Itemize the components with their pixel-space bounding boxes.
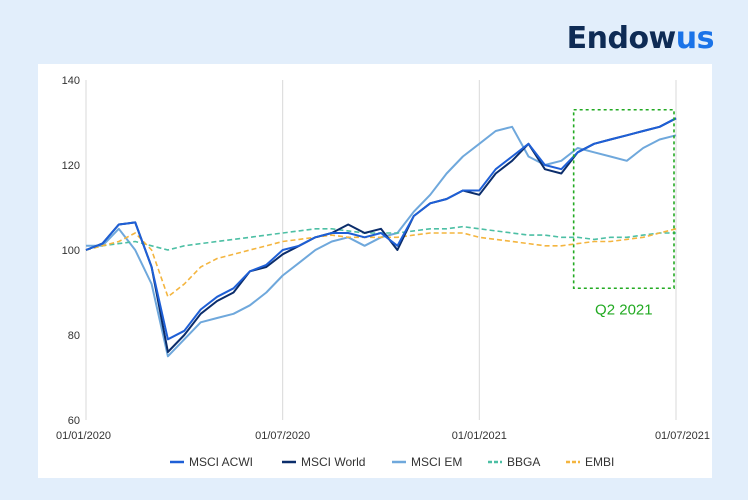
series-line-msci-world bbox=[85, 117, 677, 353]
brand-logo: Endowus bbox=[566, 21, 715, 56]
chart-card: 60 80 100 120 140 01/01/2020 01/07/2020 01/01/… bbox=[38, 64, 712, 478]
y-tick-label: 120 bbox=[62, 160, 80, 172]
legend-label: MSCI ACWI bbox=[189, 455, 253, 469]
series-line-embi bbox=[85, 228, 677, 298]
series-line-msci-acwi bbox=[85, 117, 677, 341]
x-axis: 01/01/2020 01/07/2020 01/01/2021 01/07/2021 bbox=[56, 430, 710, 442]
y-tick-label: 80 bbox=[68, 330, 80, 342]
brand-logo-part1: Endow bbox=[566, 21, 677, 56]
legend-label: MSCI World bbox=[301, 455, 365, 469]
series-lines bbox=[85, 117, 677, 358]
x-tick-label: 01/01/2020 bbox=[56, 430, 111, 442]
y-tick-label: 100 bbox=[62, 245, 80, 257]
annotation-box bbox=[572, 108, 675, 290]
legend-label: MSCI EM bbox=[411, 455, 462, 469]
y-tick-label: 140 bbox=[62, 75, 80, 87]
legend-label: EMBI bbox=[585, 455, 614, 469]
x-tick-label: 01/07/2020 bbox=[255, 430, 310, 442]
x-tick-label: 01/01/2021 bbox=[452, 430, 507, 442]
legend: MSCI ACWI MSCI World MSCI EM BBGA EMBI bbox=[170, 455, 614, 469]
annotation-label: Q2 2021 bbox=[595, 301, 653, 318]
x-tick-label: 01/07/2021 bbox=[655, 430, 710, 442]
vertical-grid bbox=[85, 80, 677, 420]
y-tick-label: 60 bbox=[68, 415, 80, 427]
q2-annotation: Q2 2021 bbox=[572, 108, 675, 318]
y-axis: 60 80 100 120 140 bbox=[62, 75, 80, 427]
brand-logo-part2: us bbox=[675, 21, 715, 56]
legend-label: BBGA bbox=[507, 455, 540, 469]
